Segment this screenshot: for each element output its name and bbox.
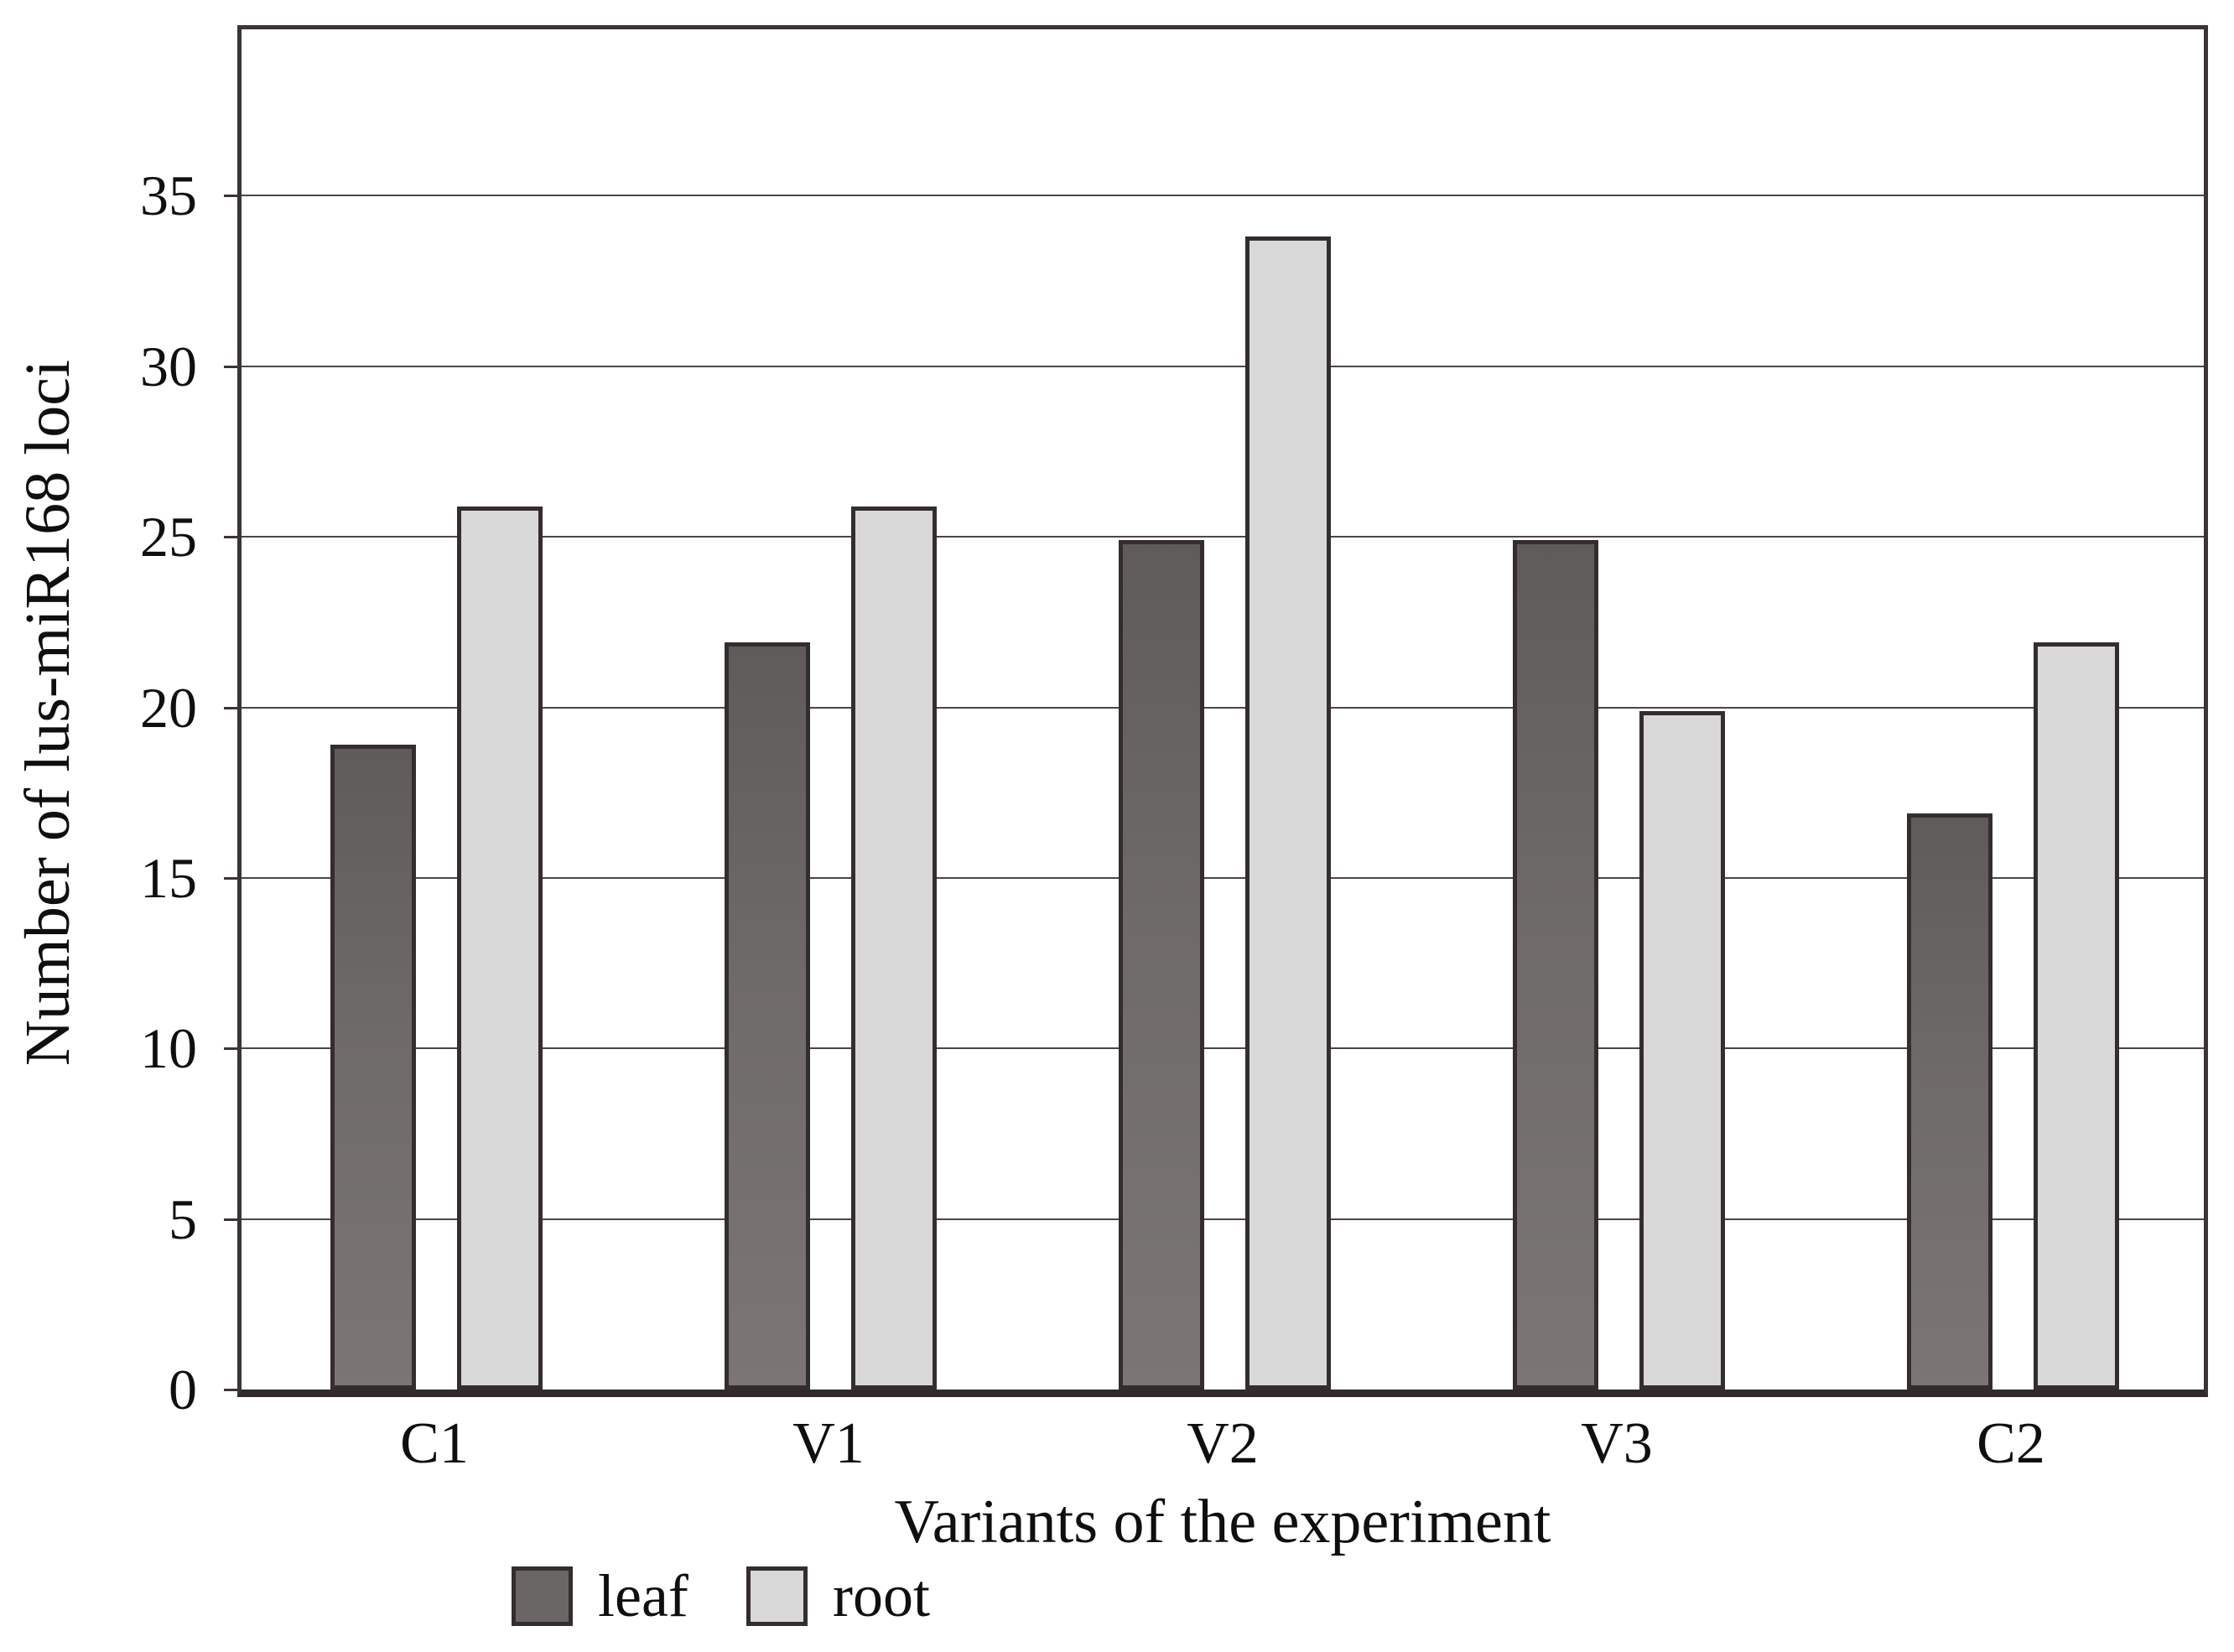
- bar-leaf-V3: [1513, 540, 1598, 1390]
- legend-swatch-leaf: [512, 1566, 573, 1626]
- y-axis-tick-35: [224, 195, 237, 197]
- y-axis-tick-15: [224, 877, 237, 880]
- y-tick-label-35: 35: [140, 164, 197, 227]
- y-tick-label-0: 0: [169, 1358, 197, 1421]
- x-axis-title: Variants of the experiment: [894, 1488, 1551, 1556]
- plot-area: [237, 25, 2208, 1397]
- legend-label-leaf: leaf: [598, 1562, 688, 1629]
- bar-leaf-C1: [330, 745, 416, 1390]
- y-axis-tick-25: [224, 536, 237, 538]
- x-category-label-V2: V2: [1187, 1411, 1259, 1476]
- y-tick-label-5: 5: [169, 1187, 197, 1251]
- y-axis-tick-10: [224, 1047, 237, 1050]
- legend-label-root: root: [833, 1562, 930, 1629]
- gridline-35: [242, 195, 2204, 196]
- gridline-15: [242, 877, 2204, 879]
- bar-root-C1: [457, 507, 543, 1390]
- y-tick-label-30: 30: [140, 335, 197, 398]
- x-category-label-C2: C2: [1977, 1411, 2045, 1476]
- y-tick-label-15: 15: [140, 846, 197, 910]
- y-axis-tick-20: [224, 707, 237, 709]
- gridline-5: [242, 1218, 2204, 1220]
- gridline-30: [242, 366, 2204, 367]
- y-axis-tick-30: [224, 366, 237, 368]
- y-axis-tick-0: [224, 1389, 237, 1391]
- bar-leaf-C2: [1907, 813, 1992, 1390]
- x-category-label-C1: C1: [400, 1411, 469, 1476]
- bar-root-V3: [1639, 711, 1725, 1390]
- gridline-20: [242, 707, 2204, 709]
- x-category-label-V1: V1: [792, 1411, 865, 1476]
- bar-leaf-V1: [725, 642, 810, 1390]
- y-tick-label-20: 20: [140, 676, 197, 740]
- legend-swatch-root: [746, 1566, 808, 1626]
- y-tick-label-10: 10: [140, 1016, 197, 1080]
- y-axis-tick-5: [224, 1218, 237, 1221]
- y-tick-label-25: 25: [140, 505, 197, 569]
- bar-leaf-V2: [1119, 540, 1204, 1390]
- bar-root-V2: [1245, 236, 1331, 1390]
- bar-root-C2: [2034, 642, 2119, 1390]
- gridline-25: [242, 536, 2204, 538]
- gridline-10: [242, 1047, 2204, 1049]
- x-category-label-V3: V3: [1581, 1411, 1653, 1476]
- bar-root-V1: [851, 507, 937, 1390]
